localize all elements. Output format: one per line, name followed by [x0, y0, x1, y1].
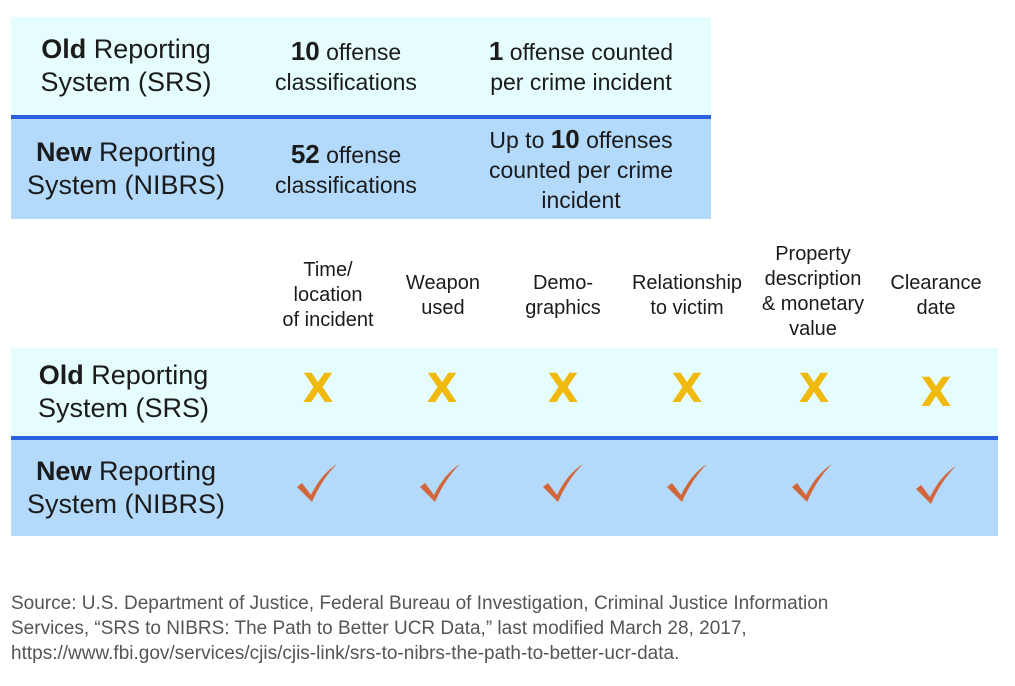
table1-new-system-label: New Reporting System (NIBRS): [26, 137, 226, 200]
x-mark-icon: X: [547, 366, 579, 412]
checkmark-icon: [543, 464, 583, 502]
table2-new-system-label: New Reporting System (NIBRS): [26, 456, 226, 519]
checkmark-icon: [916, 466, 956, 504]
x-mark-icon: X: [798, 366, 830, 412]
x-mark-icon: X: [426, 366, 458, 412]
table1-old-row: [11, 17, 711, 115]
source-line: Source: U.S. Department of Justice, Fede…: [11, 593, 829, 614]
table2-old-row: [11, 348, 998, 436]
table1-new-classifications: 52 offense classifications: [275, 138, 417, 198]
table1-old-offenses-counted: 1 offense counted per crime incident: [488, 35, 674, 95]
table2-new-row: [11, 440, 998, 536]
table1-new-row: [11, 119, 711, 219]
checkmark-icon: [667, 464, 707, 502]
checkmark-icon: [792, 464, 832, 502]
table2-old-system-label: Old Reporting System (SRS): [37, 360, 210, 423]
x-mark-icon: X: [302, 366, 334, 412]
header-relationship: Relationship to victim: [631, 271, 743, 319]
source-citation: Source: U.S. Department of Justice, Fede…: [11, 591, 1006, 666]
source-line: Services, “SRS to NIBRS: The Path to Bet…: [11, 618, 747, 639]
table2-divider: [11, 436, 998, 440]
header-demographics: Demo-graphics: [525, 271, 601, 319]
table1-old-classifications: 10 offense classifications: [275, 35, 417, 95]
checkmark-icon: [420, 464, 460, 502]
table1-divider: [11, 115, 711, 119]
checkmark-icon: [297, 464, 337, 502]
source-url: https://www.fbi.gov/services/cjis/cjis-l…: [11, 643, 680, 664]
header-weapon-used: Weapon used: [405, 271, 481, 319]
header-property: Property description & monetary value: [761, 242, 865, 340]
x-mark-icon: X: [920, 370, 952, 416]
header-time-location: Time/location of incident: [282, 259, 374, 331]
header-clearance-date: Clearance date: [890, 271, 982, 319]
table1-old-system-label: Old Reporting System (SRS): [40, 34, 212, 97]
table1-new-offenses-counted: Up to 10 offenses counted per crime incide…: [488, 123, 674, 213]
x-mark-icon: X: [671, 366, 703, 412]
